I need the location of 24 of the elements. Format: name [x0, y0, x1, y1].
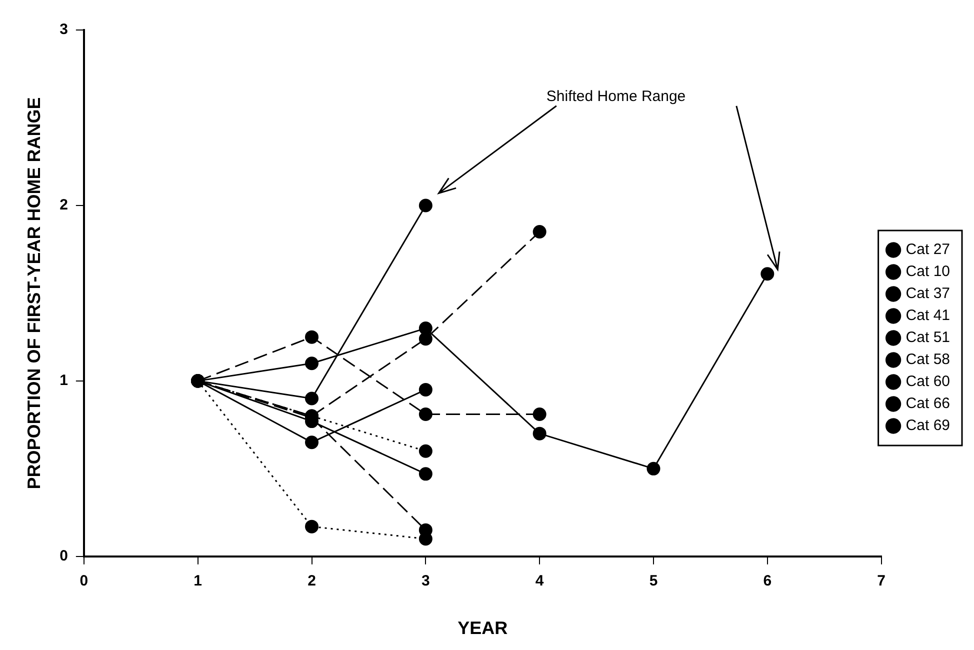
- y-tick-label: 3: [60, 21, 68, 38]
- x-tick-label: 1: [194, 572, 202, 590]
- legend-label: Cat 66: [906, 395, 950, 412]
- y-tick-label: 2: [60, 196, 68, 214]
- x-tick-label: 2: [308, 572, 316, 590]
- x-tick-label: 0: [80, 572, 88, 590]
- legend-label: Cat 41: [906, 307, 950, 324]
- legend-label: Cat 10: [906, 263, 950, 280]
- legend-label: Cat 69: [906, 417, 950, 434]
- y-tick-label: 1: [60, 372, 68, 390]
- legend-label: Cat 60: [906, 373, 950, 390]
- legend-label: Cat 51: [906, 329, 950, 346]
- legend-label: Cat 27: [906, 241, 950, 258]
- x-tick-label: 5: [649, 572, 658, 590]
- y-axis-title: PROPORTION OF FIRST-YEAR HOME RANGE: [24, 97, 44, 490]
- annotation: Shifted Home Range: [546, 88, 686, 105]
- x-tick-label: 3: [422, 572, 430, 590]
- y-tick-label: 0: [60, 548, 68, 565]
- x-axis-title: YEAR: [458, 618, 508, 638]
- legend-label: Cat 58: [906, 351, 950, 368]
- x-tick-label: 7: [877, 572, 886, 590]
- x-tick-label: 4: [535, 572, 544, 590]
- legend-label: Cat 37: [906, 285, 950, 302]
- x-tick-label: 6: [763, 572, 772, 590]
